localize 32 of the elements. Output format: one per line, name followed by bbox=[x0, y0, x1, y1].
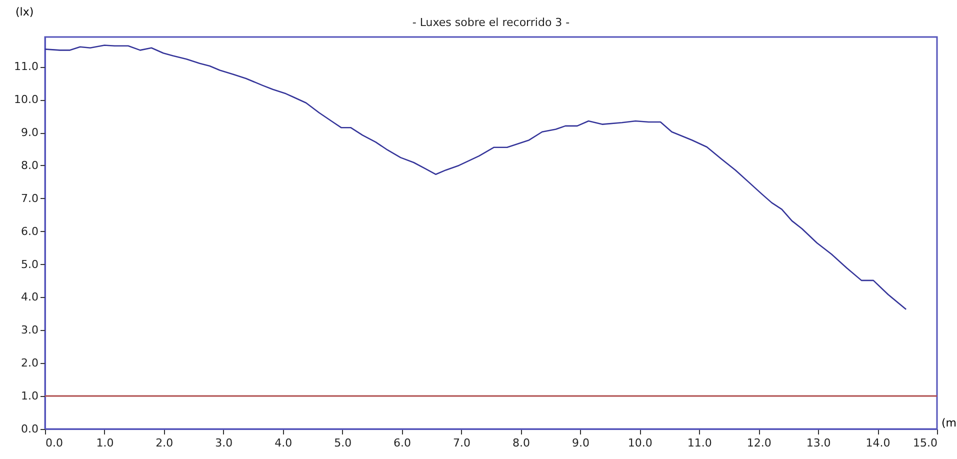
y-tick-label: 10.0 bbox=[14, 93, 38, 106]
y-tick-label: 5.0 bbox=[21, 258, 38, 271]
x-tick-label: 13.0 bbox=[806, 436, 831, 450]
x-tick-label: 7.0 bbox=[453, 436, 471, 450]
x-tick-label: 14.0 bbox=[866, 436, 890, 450]
x-tick-label: 0.0 bbox=[46, 436, 63, 450]
line-series bbox=[44, 44, 907, 310]
x-tick-label: 3.0 bbox=[215, 436, 233, 450]
y-tick-label: 0.0 bbox=[21, 422, 38, 436]
y-tick-label: 6.0 bbox=[21, 224, 38, 238]
x-tick-label: 1.0 bbox=[96, 436, 114, 450]
x-tick-label: 15.0 bbox=[913, 436, 938, 450]
y-tick-label: 7.0 bbox=[21, 192, 38, 205]
y-tick-label: 3.0 bbox=[21, 324, 38, 337]
x-tick-label: 6.0 bbox=[394, 436, 412, 450]
x-tick-label: 5.0 bbox=[334, 436, 352, 450]
y-tick-label: 2.0 bbox=[21, 356, 38, 370]
y-axis-title: (lx) bbox=[16, 6, 34, 18]
x-tick-label: 11.0 bbox=[687, 436, 712, 450]
x-tick-label: 2.0 bbox=[156, 436, 174, 450]
y-tick-label: 9.0 bbox=[21, 126, 38, 140]
x-axis-title: (m bbox=[942, 416, 957, 430]
x-tick-label: 4.0 bbox=[274, 436, 292, 450]
y-tick-label: 1.0 bbox=[21, 390, 38, 403]
y-tick-label: 4.0 bbox=[21, 290, 38, 304]
x-tick-label: 8.0 bbox=[512, 436, 530, 450]
y-tick-label: 8.0 bbox=[21, 158, 38, 172]
y-tick-label: 11.0 bbox=[14, 60, 38, 74]
x-tick-label: 12.0 bbox=[746, 436, 772, 450]
x-tick-label: 9.0 bbox=[572, 436, 590, 450]
x-tick-label: 10.0 bbox=[628, 436, 652, 450]
chart-title: - Luxes sobre el recorrido 3 - bbox=[412, 16, 570, 29]
